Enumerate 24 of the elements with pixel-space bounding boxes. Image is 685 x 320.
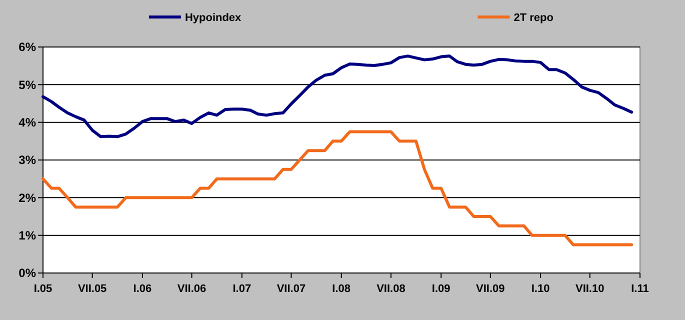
x-tick-label: I.06 xyxy=(133,283,152,295)
y-tick-label: 5% xyxy=(18,78,36,92)
legend-label: Hypoindex xyxy=(184,12,242,24)
line-series xyxy=(42,130,634,246)
y-tick-label: 4% xyxy=(18,116,36,130)
x-tick-label: VII.10 xyxy=(575,283,604,295)
x-tick-label: VII.07 xyxy=(276,283,306,295)
x-tick-label: VII.06 xyxy=(177,283,206,295)
y-tick-label: 3% xyxy=(18,153,36,168)
y-tick-label: 6% xyxy=(18,40,36,54)
x-tick-label: I.11 xyxy=(631,283,649,295)
x-tick-label: I.05 xyxy=(34,283,52,295)
x-tick-label: I.08 xyxy=(332,283,351,295)
y-tick-label: 0% xyxy=(18,266,36,280)
x-tick-label: VII.08 xyxy=(376,283,406,295)
x-tick-label: I.07 xyxy=(232,283,252,295)
x-tick-label: VII.05 xyxy=(78,283,107,295)
x-tick-label: I.10 xyxy=(531,283,550,295)
x-tick-label: VII.09 xyxy=(476,283,505,295)
legend-label: 2T repo xyxy=(514,12,554,24)
line-series xyxy=(42,54,634,138)
x-tick-label: I.09 xyxy=(432,283,450,295)
y-tick-label: 2% xyxy=(18,190,36,205)
y-tick-label: 1% xyxy=(18,228,36,243)
